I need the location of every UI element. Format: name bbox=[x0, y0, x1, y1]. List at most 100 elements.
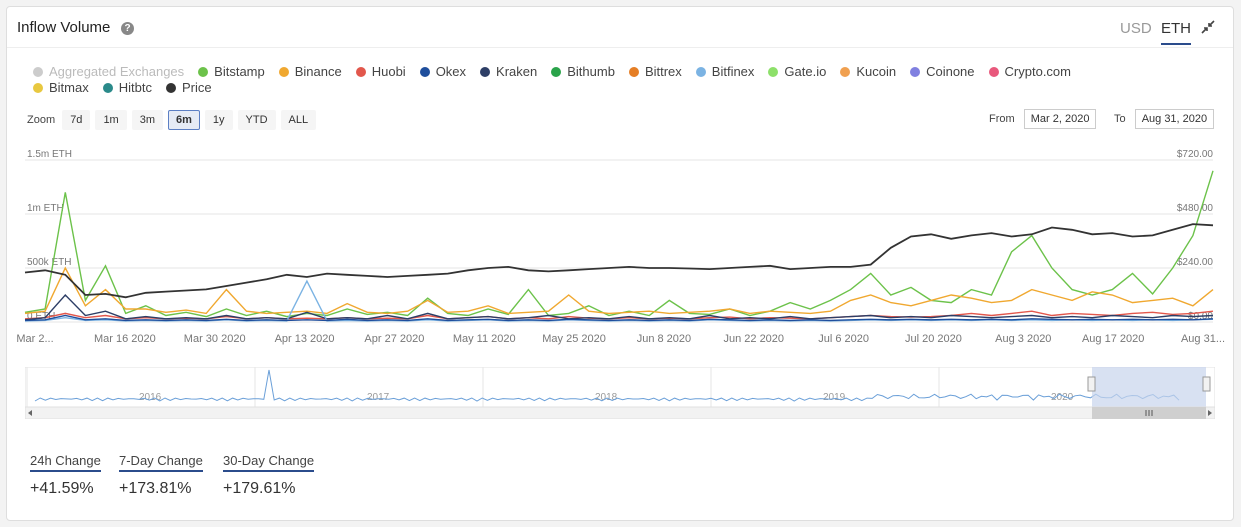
navigator-series-line bbox=[34, 369, 1180, 402]
legend-label: Bitstamp bbox=[214, 64, 265, 79]
legend-item[interactable]: Huobi bbox=[355, 64, 406, 80]
zoom-button-3m[interactable]: 3m bbox=[131, 110, 163, 130]
to-label: To bbox=[1114, 113, 1126, 125]
navigator-year-label: 2019 bbox=[823, 392, 846, 403]
legend-dot bbox=[628, 67, 639, 77]
legend-label: Price bbox=[181, 80, 212, 95]
collapse-icon[interactable] bbox=[1200, 19, 1216, 35]
x-tick-label: Jul 20 2020 bbox=[905, 333, 962, 345]
legend-dot bbox=[768, 67, 779, 77]
navigator-year-label: 2016 bbox=[139, 392, 162, 403]
legend-item[interactable]: Kucoin bbox=[840, 64, 896, 80]
y-left-tick-label: 500k ETH bbox=[27, 257, 71, 268]
stat-label[interactable]: 24h Change bbox=[30, 453, 101, 472]
legend-dot bbox=[988, 67, 999, 77]
legend-item[interactable]: Bitmax bbox=[33, 80, 89, 96]
zoom-bar: Zoom 7d 1m 3m 6m 1y YTD ALL bbox=[27, 110, 321, 130]
from-date-input[interactable]: Mar 2, 2020 bbox=[1023, 109, 1097, 129]
navigator-scrollbar[interactable] bbox=[25, 406, 1215, 419]
legend-item[interactable]: Gate.io bbox=[768, 64, 826, 80]
legend-label: Hitbtc bbox=[118, 80, 152, 95]
navigator[interactable]: 2016 2017 2018 2019 2020 bbox=[25, 367, 1215, 419]
scroll-left-icon[interactable] bbox=[28, 410, 32, 416]
y-right-tick-label: $240.00 bbox=[1177, 257, 1214, 268]
legend-dot bbox=[840, 67, 851, 77]
legend-label: Okex bbox=[435, 64, 467, 79]
help-icon[interactable]: ? bbox=[121, 22, 134, 35]
series-line-binance bbox=[24, 266, 1214, 315]
legend-dot bbox=[33, 67, 43, 77]
x-tick-label: Apr 27 2020 bbox=[364, 333, 424, 345]
legend-item[interactable]: Crypto.com bbox=[988, 64, 1071, 80]
legend-item[interactable]: Aggregated Exchanges bbox=[33, 64, 184, 80]
legend-label: Coinone bbox=[926, 64, 975, 79]
legend-dot bbox=[551, 67, 562, 77]
series-line-kraken bbox=[24, 293, 1214, 321]
navigator-background bbox=[25, 367, 1215, 408]
navigator-handle-right[interactable] bbox=[1202, 376, 1211, 392]
stat-value: +173.81% bbox=[119, 480, 192, 497]
navigator-handle-left[interactable] bbox=[1087, 376, 1096, 392]
legend-label: Gate.io bbox=[784, 64, 827, 79]
stat-label[interactable]: 7-Day Change bbox=[119, 453, 203, 472]
legend-label: Binance bbox=[294, 64, 342, 79]
legend-item[interactable]: Coinone bbox=[910, 64, 975, 80]
page-title: Inflow Volume bbox=[17, 19, 111, 36]
zoom-button-6m[interactable]: 6m bbox=[168, 110, 200, 130]
legend-label: Bitfinex bbox=[711, 64, 755, 79]
navigator-year-label: 2020 bbox=[1051, 392, 1074, 403]
range-from: From Mar 2, 2020 bbox=[989, 109, 1097, 129]
stat-label[interactable]: 30-Day Change bbox=[223, 453, 315, 472]
legend-item[interactable]: Bithumb bbox=[551, 64, 615, 80]
x-tick-label: Mar 16 2020 bbox=[94, 333, 156, 345]
zoom-button-1y[interactable]: 1y bbox=[204, 110, 233, 130]
y-left-tick-label: 0 ETH bbox=[27, 311, 55, 322]
y-right-tick-label: $720.00 bbox=[1177, 149, 1214, 160]
zoom-button-1m[interactable]: 1m bbox=[95, 110, 127, 130]
unit-eth-toggle[interactable]: ETH bbox=[1161, 20, 1191, 45]
scrollbar-grip-icon bbox=[1145, 410, 1153, 416]
zoom-button-7d[interactable]: 7d bbox=[62, 110, 91, 130]
navigator-year-label: 2018 bbox=[595, 392, 618, 403]
legend-item[interactable]: Price bbox=[165, 80, 212, 96]
chart-legend: Aggregated Exchanges Bitstamp Binance Huobi… bbox=[33, 64, 1113, 96]
legend-item[interactable]: Binance bbox=[278, 64, 342, 80]
stat-30d: 30-Day Change +179.61% bbox=[223, 453, 315, 498]
x-tick-label: Aug 17 2020 bbox=[1082, 333, 1144, 345]
legend-label: Bithumb bbox=[567, 64, 615, 79]
legend-label: Huobi bbox=[371, 64, 406, 79]
legend-dot bbox=[102, 83, 113, 93]
navigator-year-label: 2017 bbox=[367, 392, 390, 403]
legend-label: Bitmax bbox=[49, 80, 89, 95]
legend-item[interactable]: Okex bbox=[419, 64, 467, 80]
zoom-button-all[interactable]: ALL bbox=[280, 110, 317, 130]
x-tick-label: May 11 2020 bbox=[453, 333, 516, 345]
zoom-button-ytd[interactable]: YTD bbox=[237, 110, 276, 130]
legend-dot bbox=[355, 67, 366, 77]
legend-dot bbox=[419, 67, 430, 77]
legend-item[interactable]: Bitfinex bbox=[695, 64, 755, 80]
legend-dot bbox=[480, 67, 491, 77]
legend-label: Bittrex bbox=[644, 64, 682, 79]
range-to: To Aug 31, 2020 bbox=[1114, 109, 1215, 129]
x-tick-label: Mar 2... bbox=[16, 333, 53, 345]
y-right-tick-label: $480.00 bbox=[1177, 203, 1214, 214]
legend-item[interactable]: Bitstamp bbox=[198, 64, 265, 80]
legend-label: Aggregated Exchanges bbox=[49, 64, 185, 79]
inflow-volume-card: Inflow Volume ? USD ETH Aggregated Excha… bbox=[6, 6, 1234, 521]
series-line-okex bbox=[24, 314, 1214, 322]
legend-dot bbox=[278, 67, 289, 77]
to-date-input[interactable]: Aug 31, 2020 bbox=[1134, 109, 1215, 129]
legend-item[interactable]: Kraken bbox=[480, 64, 537, 80]
unit-usd-toggle[interactable]: USD bbox=[1120, 20, 1152, 37]
navigator-selection[interactable] bbox=[1092, 367, 1206, 407]
legend-dot bbox=[165, 83, 176, 93]
scroll-right-icon[interactable] bbox=[1208, 410, 1212, 416]
stat-value: +179.61% bbox=[223, 480, 296, 497]
legend-label: Kucoin bbox=[856, 64, 897, 79]
legend-item[interactable]: Hitbtc bbox=[102, 80, 152, 96]
legend-dot bbox=[910, 67, 921, 77]
legend-item[interactable]: Bittrex bbox=[628, 64, 682, 80]
stat-value: +41.59% bbox=[30, 480, 94, 497]
